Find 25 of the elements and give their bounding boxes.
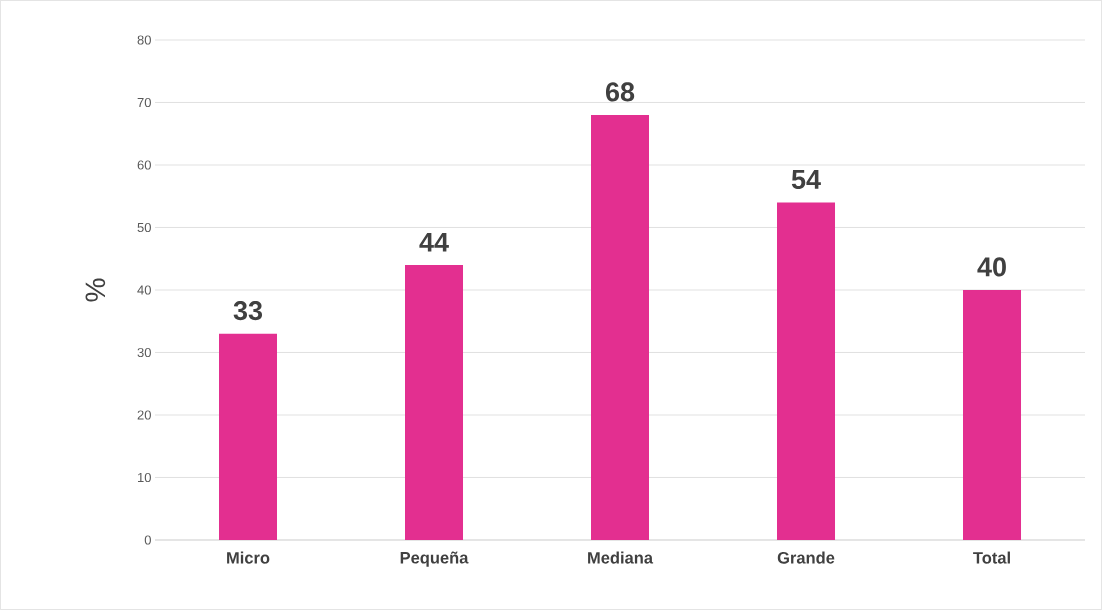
x-tick-label: Total xyxy=(973,551,1010,564)
y-tick-label: 50 xyxy=(137,222,151,233)
data-label: 68 xyxy=(605,82,635,102)
y-tick-label: 10 xyxy=(138,472,151,483)
x-tick-label: Micro xyxy=(227,551,270,564)
x-tick-label: Mediana xyxy=(588,551,654,564)
data-label: 40 xyxy=(977,257,1006,277)
data-label: 44 xyxy=(419,232,449,252)
x-tick-label: Grande xyxy=(777,551,835,564)
bar xyxy=(405,264,463,540)
y-tick-label: 40 xyxy=(137,285,151,295)
data-label: 54 xyxy=(791,170,821,189)
y-tick-label: 30 xyxy=(137,347,151,358)
y-tick-label: 20 xyxy=(137,410,151,420)
x-tick-label: Pequeña xyxy=(400,551,469,567)
y-tick-label: 60 xyxy=(137,160,151,170)
bar xyxy=(777,202,836,540)
y-tick-label: 0 xyxy=(144,535,151,545)
bar xyxy=(219,333,277,540)
y-axis-title: % xyxy=(85,278,106,302)
y-tick-label: 80 xyxy=(137,35,151,45)
data-label: 33 xyxy=(233,301,263,321)
y-tick-label: 70 xyxy=(137,97,151,108)
bar xyxy=(963,289,1022,540)
bar xyxy=(591,114,649,540)
